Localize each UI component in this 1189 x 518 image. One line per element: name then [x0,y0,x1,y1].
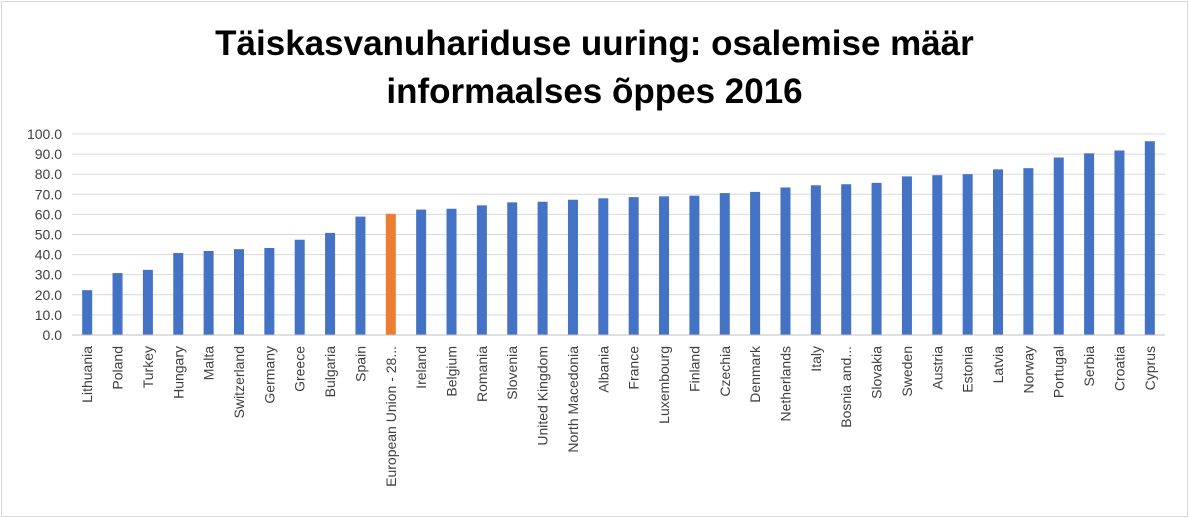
x-tick-label: Portugal [1051,346,1067,398]
x-tick-label: Romania [474,346,490,402]
bar-north-macedonia [567,199,578,335]
x-tick-label: Switzerland [231,346,247,418]
bar-norway [1023,168,1034,335]
bar-portugal [1053,157,1064,335]
x-tick-label: Albania [595,346,611,393]
y-tick-label: 70.0 [35,186,62,202]
x-tick-label: Turkey [140,346,156,388]
bar-turkey [142,269,153,335]
x-tick-label: Italy [808,346,824,372]
bar-switzerland [233,249,244,335]
bar-latvia [993,169,1004,335]
x-tick-label: Belgium [444,346,460,397]
chart-title-line1: Täiskasvanuhariduse uuring: osalemise mä… [215,24,974,63]
bar-germany [264,247,275,335]
y-tick-label: 30.0 [35,267,62,283]
x-tick-label: North Macedonia [565,346,581,453]
x-tick-label: Netherlands [777,346,793,422]
x-tick-label: Croatia [1111,346,1127,391]
x-tick-label: Luxembourg [656,346,672,424]
bar-luxembourg [659,196,670,335]
bar-slovenia [507,202,518,335]
x-tick-label: Serbia [1081,346,1097,387]
chart-title: Täiskasvanuhariduse uuring: osalemise mä… [0,20,1189,116]
x-tick-label: Bosnia and... [838,346,854,428]
y-tick-label: 50.0 [35,227,62,243]
bar-malta [203,250,214,335]
bar-albania [598,198,609,335]
x-tick-label: Slovenia [504,346,520,400]
x-tick-label: Bulgaria [322,346,338,398]
x-tick-label: European Union - 28... [383,346,399,487]
x-tick-label: Austria [929,346,945,390]
bar-italy [810,185,821,335]
chart-title-line2: informaalses õppes 2016 [386,72,803,111]
bar-belgium [446,208,457,335]
y-tick-label: 80.0 [35,166,62,182]
x-tick-label: Denmark [747,345,763,403]
bar-greece [294,239,305,335]
gridlines [72,133,1165,316]
y-tick-label: 90.0 [35,146,62,162]
x-tick-label: Hungary [170,346,186,399]
bar-european-union-28 [385,213,396,335]
y-tick-label: 20.0 [35,287,62,303]
bar-estonia [962,174,973,335]
bar-bosnia-and [841,184,852,335]
bar-serbia [1084,153,1095,335]
y-tick-label: 40.0 [35,247,62,263]
bar-romania [476,205,487,335]
bar-denmark [750,191,761,335]
x-tick-label: Finland [686,346,702,392]
bar-united-kingdom [537,201,548,335]
x-tick-label: Lithuania [79,346,95,403]
x-tick-label: Latvia [990,346,1006,384]
bar-ireland [416,209,427,335]
bar-croatia [1114,150,1125,335]
bar-hungary [173,252,184,335]
y-axis-ticks: 0.0 10.0 20.0 30.0 40.0 50.0 60.0 70.0 80.0 90.0 1… [27,126,62,343]
bar-sweden [901,176,912,335]
x-tick-label: Estonia [960,346,976,393]
y-tick-label: 60.0 [35,206,62,222]
bar-poland [112,273,123,335]
x-tick-label: Germany [261,346,277,404]
x-tick-label: Greece [292,346,308,392]
x-tick-label: Slovakia [869,346,885,399]
bar-bulgaria [325,232,336,335]
bar-czechia [719,193,730,335]
y-tick-label: 100.0 [27,126,62,142]
x-tick-label: France [626,346,642,390]
x-tick-label: Czechia [717,346,733,397]
x-tick-label: Malta [201,346,217,380]
bars [82,141,1155,335]
y-tick-label: 0.0 [43,327,63,343]
bar-france [628,197,639,335]
bar-spain [355,216,366,335]
x-tick-label: United Kingdom [535,346,551,446]
x-tick-label: Spain [352,346,368,382]
y-tick-label: 10.0 [35,307,62,323]
x-tick-label: Norway [1020,346,1036,393]
x-axis-labels: Lithuania Poland Turkey Hungary Malta Switzer… [79,345,1158,487]
x-tick-label: Poland [110,346,126,390]
bar-finland [689,195,700,335]
bar-cyprus [1144,141,1155,335]
bar-netherlands [780,187,791,335]
x-tick-label: Ireland [413,346,429,389]
bar-lithuania [82,290,93,335]
x-tick-label: Sweden [899,346,915,397]
bar-slovakia [871,182,882,335]
bar-austria [932,175,943,335]
x-tick-label: Cyprus [1142,346,1158,390]
